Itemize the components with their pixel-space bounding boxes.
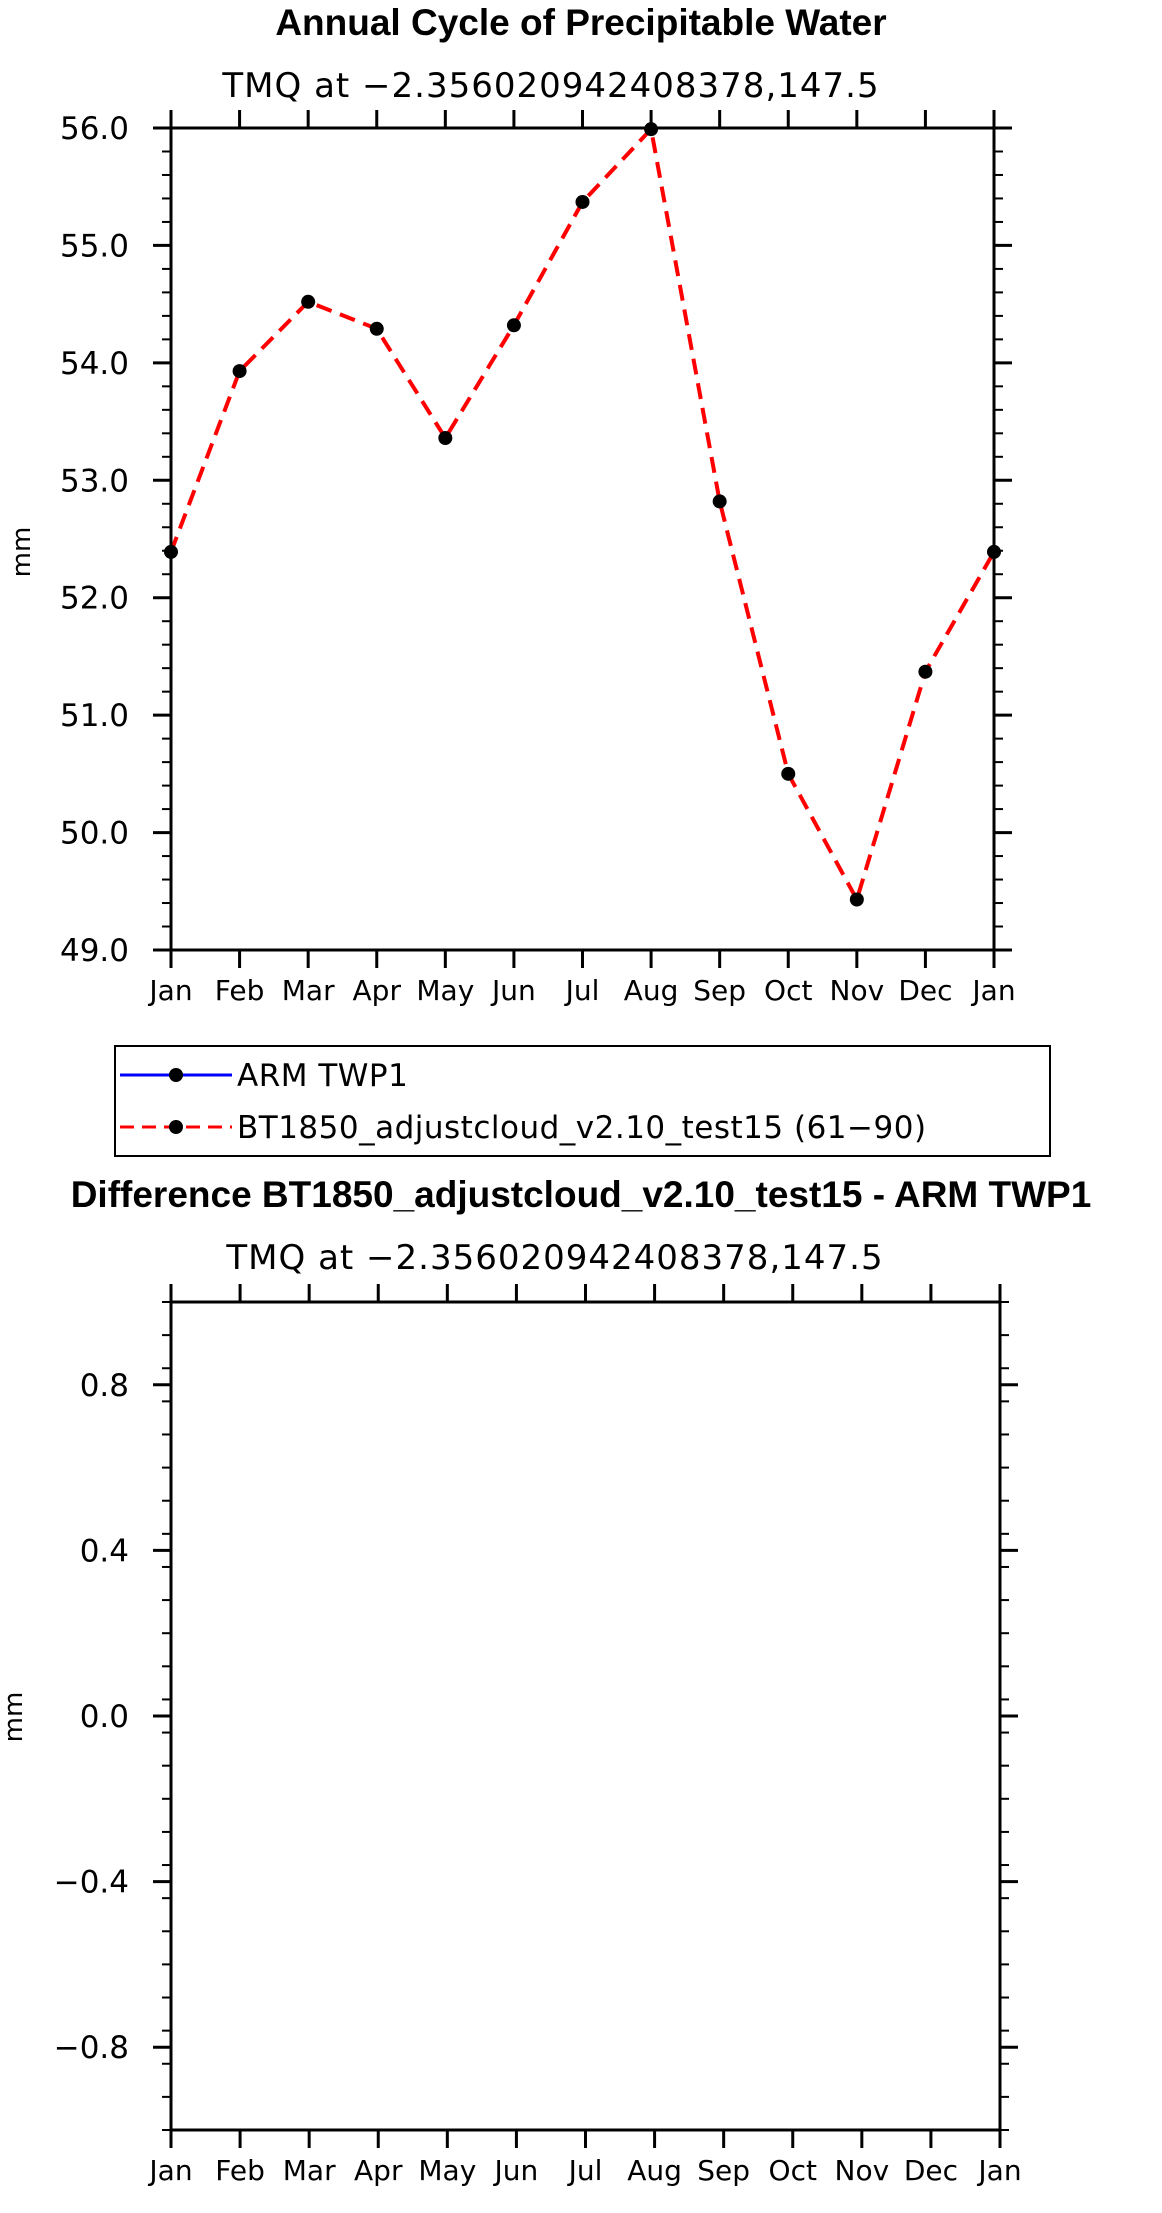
top-chart-ytick-label: 53.0 [60,463,129,499]
top-chart-ytick-label: 51.0 [60,698,129,734]
top-chart-xtick-label: Apr [353,974,402,1007]
top-chart-ytick-label: 52.0 [60,581,129,617]
bottom-chart-xtick-label: May [418,2154,476,2187]
top-chart-xtick-label: Jan [970,974,1015,1007]
series-point-1 [918,664,933,679]
bottom-chart-xtick-label: Apr [354,2154,403,2187]
legend: ARM TWP1 BT1850_adjustcloud_v2.10_test15… [114,1045,1051,1157]
top-chart-xtick-label: Dec [898,974,952,1007]
top-chart-ytick-label: 56.0 [60,111,129,147]
series-point-1 [232,364,247,379]
series-point-1 [369,321,384,336]
top-chart-ytick-label: 50.0 [60,816,129,852]
legend-box [114,1045,1051,1157]
bottom-chart-xtick-label: Jul [567,2154,603,2187]
top-chart-ytick-label: 55.0 [60,228,129,264]
bottom-chart-ytick-label: −0.8 [54,2030,129,2066]
series-point-1 [575,194,590,209]
legend-label-arm: ARM TWP1 [237,1058,408,1094]
top-chart-xtick-label: Oct [764,974,812,1007]
top-chart-xtick-label: Sep [693,974,746,1007]
top-chart-xtick-label: Aug [624,974,679,1007]
bottom-chart-xtick-label: Jun [493,2154,539,2187]
bottom-chart-subtitle: TMQ at −2.356020942408378,147.5 [225,1238,883,1278]
bottom-chart-xtick-label: Nov [835,2154,890,2187]
bottom-chart-xtick-label: Feb [215,2154,265,2187]
bottom-chart-xtick-label: Dec [904,2154,958,2187]
bottom-chart-ytick-label: 0.0 [80,1699,129,1735]
bottom-chart-frame [169,1300,1002,2132]
bottom-chart-ticks: Jan Feb Mar Apr May Jun Jul Aug Sep Oct Nov Dec Jan −… [54,1284,1022,2187]
bottom-chart-ylabel: mm [0,1692,29,1743]
top-chart-xtick-label: Nov [830,974,885,1007]
top-chart-xtick-label: Jun [490,974,536,1007]
bottom-chart-xtick-label: Jan [147,2154,192,2187]
legend-label-model: BT1850_adjustcloud_v2.10_test15 (61−90) [237,1110,927,1146]
top-chart-ytick-label: 54.0 [60,346,129,382]
bottom-chart-ytick-label: −0.4 [54,1865,129,1901]
top-chart-series [164,122,1001,907]
series-line-1 [169,124,996,905]
legend-swatch-arm-marker [169,1068,183,1082]
top-chart-ticks: Jan Feb Mar Apr May Jun Jul Aug Sep Oct Nov Dec Jan 4… [60,110,1016,1007]
top-chart-title: Annual Cycle of Precipitable Water [275,2,886,43]
series-point-1 [301,294,316,309]
top-chart-ytick-label: 49.0 [60,933,129,969]
bottom-chart-xtick-label: Jan [976,2154,1021,2187]
top-chart-frame [169,126,996,952]
series-point-1 [781,766,796,781]
top-chart-ylabel: mm [7,527,37,578]
top-chart-xtick-label: May [416,974,474,1007]
bottom-chart-xtick-label: Mar [283,2154,336,2187]
top-chart-xtick-label: Jul [564,974,600,1007]
legend-swatch-model-marker [169,1120,183,1134]
series-point-1 [506,318,521,333]
top-chart-xtick-label: Feb [215,974,265,1007]
top-chart-xtick-label: Mar [282,974,335,1007]
bottom-chart: Difference BT1850_adjustcloud_v2.10_test… [0,1174,1091,2187]
bottom-chart-ytick-label: 0.4 [80,1533,129,1569]
bottom-chart-ytick-label: 0.8 [80,1368,129,1404]
series-point-1 [849,892,864,907]
bottom-chart-xtick-label: Oct [769,2154,817,2187]
top-chart-subtitle: TMQ at −2.356020942408378,147.5 [221,66,879,106]
bottom-chart-title: Difference BT1850_adjustcloud_v2.10_test… [71,1174,1092,1215]
series-point-1 [712,494,727,509]
bottom-chart-xtick-label: Sep [697,2154,750,2187]
top-chart-xtick-label: Jan [147,974,192,1007]
series-point-1 [438,431,453,446]
bottom-chart-xtick-label: Aug [627,2154,682,2187]
top-chart: Annual Cycle of Precipitable Water TMQ a… [7,2,1016,1007]
